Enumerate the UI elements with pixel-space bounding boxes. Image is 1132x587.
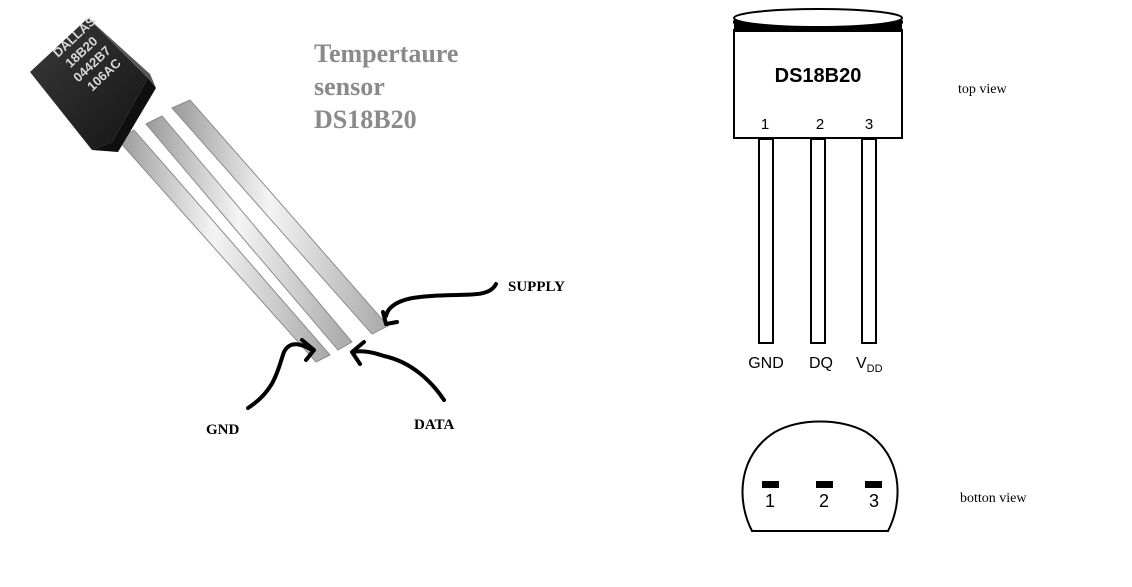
sensor-chip-body [30,18,156,152]
pin-name-vdd-subscript: DD [867,363,883,375]
bottom-view-outline [741,420,899,532]
photo-title-line-1: Tempertaure [314,39,458,68]
schematic-pins [758,138,877,344]
photo-title-line-2: sensor [314,72,385,101]
top-pin-number-2: 2 [816,116,824,133]
callout-arrows [246,282,498,410]
pin-name-gnd: GND [748,355,784,372]
bottom-pin-marks [762,481,882,488]
pin-callouts: SUPPLY GND DATA [206,279,565,438]
data-arrow [352,349,446,402]
bottom-pin-mark-2 [816,481,833,488]
supply-arrow-head [381,310,399,326]
top-pin-number-3: 3 [865,116,873,133]
bottom-pin-number-2: 2 [819,491,829,511]
top-view-schematic: DS18B20 1 2 3 GND DQ VDD top view [733,8,1007,375]
gnd-arrow [246,342,314,410]
bottom-view-schematic: 1 2 3 botton view [741,420,1027,532]
schematic-pin-1 [758,138,774,344]
supply-arrow [384,282,498,318]
top-pin-numbers: 1 2 3 [761,116,873,133]
gnd-arrow-head [300,338,316,362]
part-name: DS18B20 [775,65,862,87]
top-view-caption: top view [958,82,1007,97]
top-pin-names: GND DQ VDD [748,355,882,375]
top-pin-number-1: 1 [761,116,769,133]
sensor-legs [117,99,389,363]
pin-name-vdd-base: V [856,355,867,372]
bottom-view-caption: botton view [960,491,1027,506]
bottom-pin-mark-3 [865,481,882,488]
photo-title-line-3: DS18B20 [314,105,417,134]
sensor-photo: DALLAS 18B20 0442B7 106AC Tempertaure se… [30,13,565,438]
schematic-pin-2 [810,138,826,344]
package-body [733,29,903,139]
data-arrow-head [350,340,366,366]
bottom-pin-number-3: 3 [869,491,879,511]
bottom-pin-number-1: 1 [765,491,775,511]
photo-title: Tempertaure sensor DS18B20 [314,39,458,134]
schematic-pin-3 [861,138,877,344]
supply-label: SUPPLY [508,279,565,295]
pin-name-dq: DQ [809,355,833,372]
bottom-pin-numbers: 1 2 3 [765,491,879,511]
data-label: DATA [414,417,454,433]
bottom-pin-mark-1 [762,481,779,488]
pin-name-vdd: VDD [856,355,883,375]
gnd-label: GND [206,422,240,438]
